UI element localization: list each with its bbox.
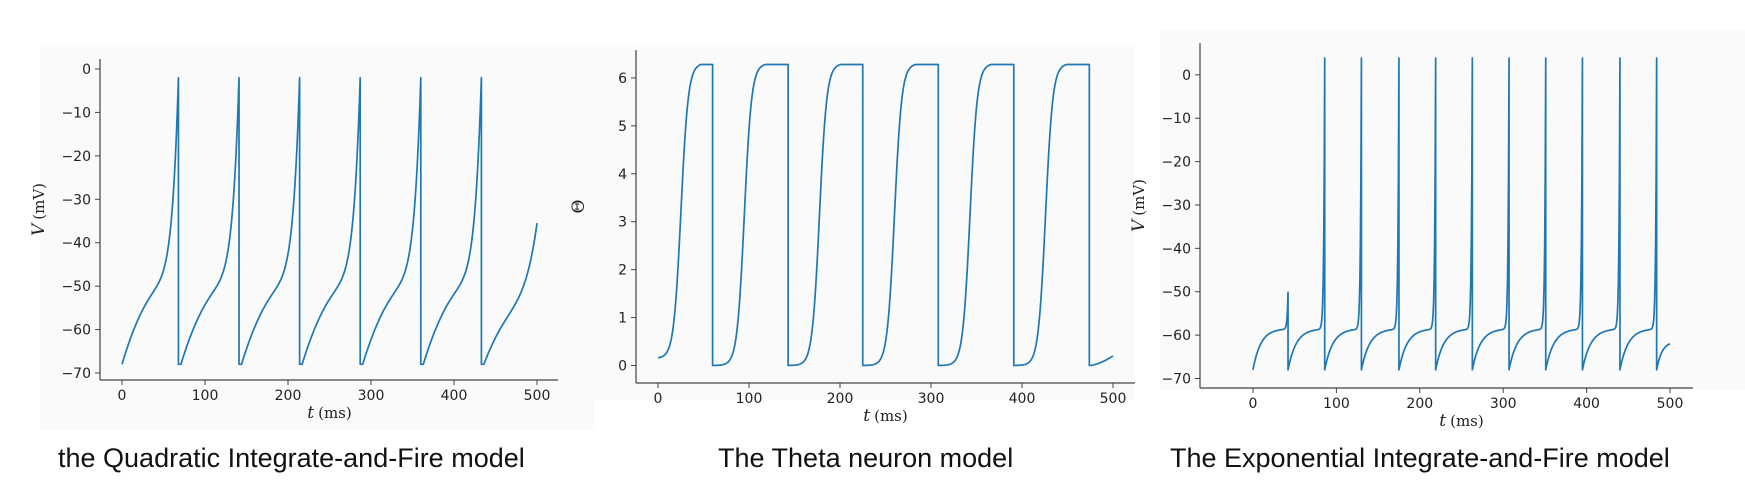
y-tick-label: −10	[1161, 111, 1191, 127]
x-axis-label: t (ms)	[1439, 411, 1483, 431]
x-tick-label: 200	[827, 391, 854, 407]
y-tick-label: −20	[1161, 155, 1191, 171]
y-tick-label: −50	[1161, 285, 1191, 301]
y-axis-label: V(mV)	[1129, 179, 1149, 232]
y-tick-label: 0	[618, 359, 627, 375]
y-tick-label: −60	[61, 323, 91, 339]
x-tick-label: 400	[1573, 396, 1600, 412]
y-tick-label: −50	[61, 279, 91, 295]
chart-qif: 0 100 200 300 400 500 0 −10 −20 −30 −40 −50 −60 −70 t(…	[29, 45, 595, 430]
y-tick-label: 4	[618, 167, 627, 183]
y-tick-label: −60	[1161, 328, 1191, 344]
y-tick-label: −70	[1161, 372, 1191, 388]
y-tick-label: 3	[618, 215, 627, 231]
y-tick-label: 6	[618, 71, 627, 87]
x-tick-label: 0	[654, 391, 663, 407]
y-tick-label: 1	[618, 311, 627, 327]
caption-qif: the Quadratic Integrate-and-Fire model	[58, 443, 525, 473]
x-tick-label: 500	[524, 388, 551, 404]
y-tick-label: −40	[61, 236, 91, 252]
x-axis-label: t (ms)	[863, 406, 907, 426]
y-tick-label: 5	[618, 119, 627, 135]
series-line	[1252, 57, 1671, 371]
y-tick-label: −40	[1161, 241, 1191, 257]
y-tick-label: −30	[1161, 198, 1191, 214]
y-tick-label: −10	[61, 105, 91, 121]
x-tick-label: 0	[1249, 396, 1258, 412]
x-tick-label: 0	[118, 388, 127, 404]
y-tick-label: 2	[618, 263, 627, 279]
x-tick-label: 200	[1406, 396, 1433, 412]
y-axis-label: Θ	[569, 200, 589, 214]
x-tick-label: 400	[441, 388, 468, 404]
chart-theta: 0 100 200 300 400 500 0 1 2 3 4 5 6 t (ms) Θ	[569, 45, 1135, 426]
y-tick-label: 0	[1182, 68, 1191, 84]
plot-background	[40, 45, 595, 430]
caption-eif: The Exponential Integrate-and-Fire model	[1170, 443, 1670, 473]
x-tick-label: 400	[1009, 391, 1036, 407]
y-axis-label: V(mV)	[29, 183, 49, 236]
x-tick-label: 300	[1490, 396, 1517, 412]
x-tick-label: 200	[275, 388, 302, 404]
series-line	[657, 63, 1114, 367]
y-tick-label: −30	[61, 192, 91, 208]
x-tick-label: 500	[1100, 391, 1127, 407]
y-tick-label: 0	[82, 62, 91, 78]
y-tick-label: −20	[61, 149, 91, 165]
x-tick-label: 300	[918, 391, 945, 407]
chart-eif: 0 100 200 300 400 500 0 −10 −20 −30 −40 −50 −60 −70 t(…	[1129, 30, 1745, 431]
caption-theta: The Theta neuron model	[718, 443, 1014, 473]
x-axis-label: t (ms)	[307, 403, 351, 423]
x-tick-label: 100	[1323, 396, 1350, 412]
x-tick-label: 300	[358, 388, 385, 404]
x-tick-label: 100	[736, 391, 763, 407]
x-tick-label: 500	[1657, 396, 1684, 412]
y-tick-label: −70	[61, 366, 91, 382]
series-line	[121, 76, 538, 366]
x-tick-label: 100	[192, 388, 219, 404]
